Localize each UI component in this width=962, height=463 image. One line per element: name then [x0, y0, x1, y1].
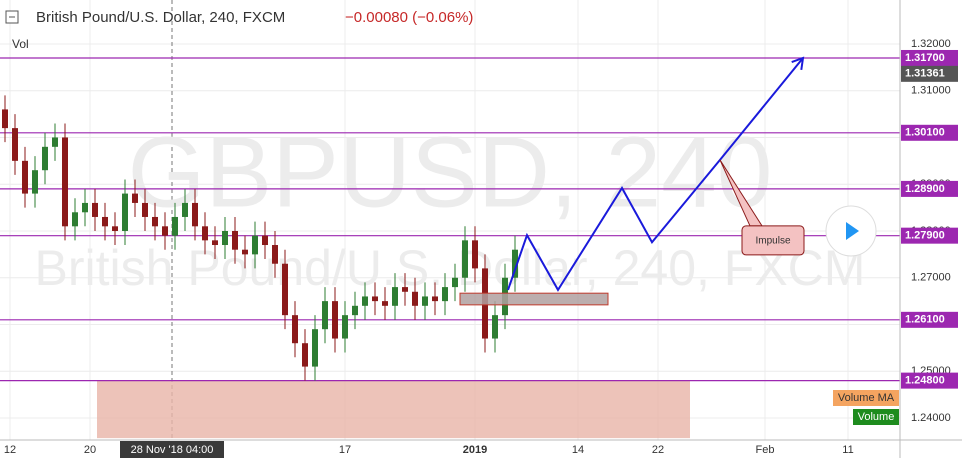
arrow-head [791, 56, 805, 71]
x-tick-label: 17 [339, 444, 351, 456]
candle-body [252, 235, 258, 255]
candle-body [272, 245, 278, 264]
watermark-subtitle: British Pound/U.S. Dollar, 240, FXCM [35, 240, 866, 296]
volume-legend-box [853, 409, 899, 425]
candle-body [412, 291, 418, 306]
x-tick-label: 11 [842, 444, 853, 456]
candle-body [292, 315, 298, 344]
candle-body [132, 193, 138, 203]
symbol-title: British Pound/U.S. Dollar, 240, FXCM [36, 9, 285, 26]
candle-body [312, 329, 318, 367]
candle-body [162, 226, 168, 236]
x-tick-label: 12 [4, 444, 16, 456]
candle-body [82, 202, 88, 213]
crosshair-label-box [120, 441, 224, 458]
candle-body [372, 296, 378, 302]
candle-body [12, 128, 18, 161]
candle-body [472, 240, 478, 269]
price-change: −0.00080 (−0.06%) [345, 9, 473, 26]
candle-body [442, 287, 448, 302]
candle-body [302, 343, 308, 367]
candle-body [452, 277, 458, 288]
callout-box [741, 225, 805, 256]
candle-body [92, 202, 98, 217]
level-label-box [901, 180, 958, 197]
candle-body [422, 296, 428, 306]
watermark: GBPUSD, 240 [128, 116, 773, 228]
candle-body [122, 193, 128, 231]
y-tick-label: 1.27000 [911, 272, 951, 284]
candle-body [392, 287, 398, 306]
x-tick-label: Feb [756, 444, 775, 456]
candle-body [22, 160, 28, 194]
candle-body [462, 240, 468, 278]
x-tick-label: 14 [572, 444, 584, 456]
candle-body [72, 212, 78, 227]
candle-body [332, 301, 338, 339]
level-label-box [901, 311, 958, 328]
candle-body [152, 216, 158, 227]
range-box [459, 292, 609, 306]
level-label-box [901, 49, 958, 66]
candle-body [212, 240, 218, 246]
x-tick-label: 2019 [463, 444, 487, 456]
candle-body [322, 301, 328, 330]
level-label-box [901, 227, 958, 244]
candle-body [172, 216, 178, 236]
candle-body [2, 109, 8, 129]
volume-legend-label: Volume [858, 411, 895, 423]
candle-body [222, 230, 228, 246]
candle-body [62, 137, 68, 227]
level-label-box [901, 372, 958, 389]
demand-zone [97, 380, 690, 439]
level-label: 1.24800 [905, 375, 945, 387]
level-label: 1.30100 [905, 127, 945, 139]
candle-body [32, 170, 38, 194]
candle-body [102, 216, 108, 227]
level-label-box [901, 124, 958, 141]
level-label: 1.31700 [905, 52, 945, 64]
level-label: 1.28900 [905, 183, 945, 195]
candle-body [42, 146, 48, 171]
candle-body [182, 202, 188, 217]
candle-body [192, 202, 198, 227]
candle-body [362, 296, 368, 306]
level-label: 1.26100 [905, 314, 945, 326]
play-icon [846, 222, 859, 240]
candle-body [342, 315, 348, 339]
candle-body [282, 263, 288, 316]
candle-body [262, 235, 268, 246]
crosshair-label: 28 Nov '18 04:00 [131, 444, 214, 456]
level-label: 1.27900 [905, 230, 945, 242]
x-tick-label: 20 [84, 444, 96, 456]
y-tick-label: 1.24000 [911, 412, 951, 424]
y-tick-label: 1.31000 [911, 85, 951, 97]
volume-legend-label: Volume MA [838, 392, 895, 404]
candle-body [52, 137, 58, 147]
candle-body [142, 202, 148, 217]
callout-text: Impulse [755, 236, 790, 247]
candle-body [402, 287, 408, 292]
volume-legend-box [833, 390, 899, 406]
candle-body [382, 301, 388, 306]
candle-body [432, 296, 438, 302]
last-price-label: 1.31361 [905, 68, 945, 80]
last-price-box [901, 65, 958, 82]
candle-body [202, 226, 208, 241]
candle-body [112, 226, 118, 231]
candle-body [242, 249, 248, 255]
candle-body [352, 305, 358, 316]
candle-body [492, 315, 498, 339]
y-tick-label: 1.32000 [911, 38, 951, 50]
volume-label: Vol [12, 37, 29, 51]
candle-body [232, 230, 238, 250]
candle-body [512, 249, 518, 278]
x-tick-label: 22 [652, 444, 664, 456]
